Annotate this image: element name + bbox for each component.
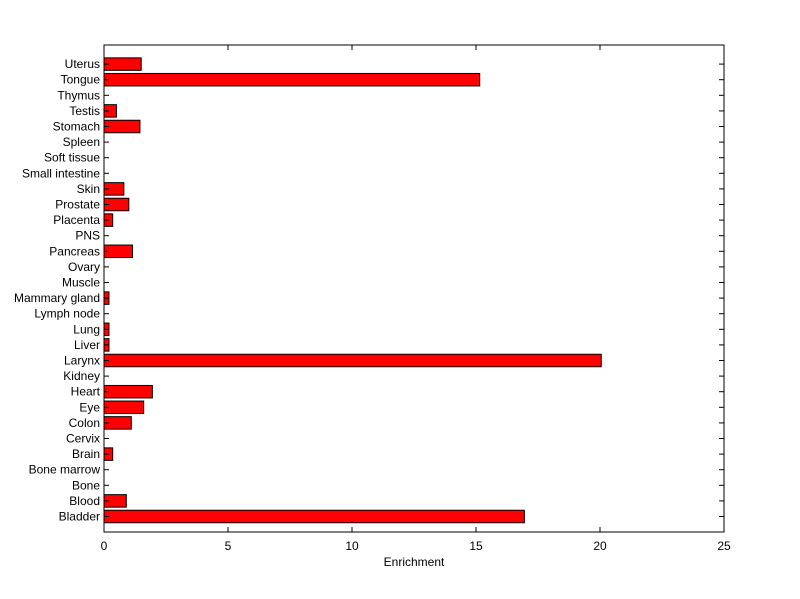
y-tick-label-larynx: Larynx <box>64 354 100 368</box>
y-tick-label-bone-marrow: Bone marrow <box>29 463 101 477</box>
bar-eye <box>103 400 145 415</box>
y-tick-label-uterus: Uterus <box>65 57 100 71</box>
x-tick-label-25: 25 <box>717 539 731 553</box>
y-tick-label-kidney: Kidney <box>63 369 100 383</box>
x-tick-label-0: 0 <box>101 539 108 553</box>
y-tick-label-ovary: Ovary <box>68 260 100 274</box>
y-tick-label-pns: PNS <box>75 229 100 243</box>
y-tick-label-bone: Bone <box>72 478 100 492</box>
ticks-layer <box>103 45 725 532</box>
x-tick-label-5: 5 <box>225 539 232 553</box>
x-tick-label-15: 15 <box>469 539 483 553</box>
y-tick-label-spleen: Spleen <box>63 135 100 149</box>
y-tick-label-testis: Testis <box>69 104 100 118</box>
bars-layer <box>103 57 602 524</box>
y-tick-label-prostate: Prostate <box>55 198 100 212</box>
bar-tongue <box>103 72 481 87</box>
bar-uterus <box>103 57 142 71</box>
y-tick-label-stomach: Stomach <box>53 120 100 134</box>
y-tick-label-lung: Lung <box>73 322 100 336</box>
y-tick-label-lymph-node: Lymph node <box>34 307 100 321</box>
y-tick-label-pancreas: Pancreas <box>49 244 100 258</box>
bar-bladder <box>103 509 525 524</box>
x-tick-label-10: 10 <box>345 539 359 553</box>
y-tick-label-tongue: Tongue <box>61 73 101 87</box>
y-tick-label-soft-tissue: Soft tissue <box>44 151 100 165</box>
y-tick-label-colon: Colon <box>69 416 100 430</box>
x-axis-title: Enrichment <box>384 555 445 569</box>
bar-larynx <box>103 353 602 368</box>
y-tick-label-heart: Heart <box>71 385 101 399</box>
y-tick-label-liver: Liver <box>74 338 100 352</box>
y-tick-label-skin: Skin <box>77 182 100 196</box>
y-tick-label-muscle: Muscle <box>62 276 100 290</box>
bar-stomach <box>103 119 141 134</box>
x-tick-label-20: 20 <box>593 539 607 553</box>
y-tick-label-cervix: Cervix <box>66 432 100 446</box>
plot-frame <box>103 44 725 533</box>
y-tick-label-bladder: Bladder <box>59 510 100 524</box>
y-tick-label-mammary-gland: Mammary gland <box>14 291 100 305</box>
y-tick-label-thymus: Thymus <box>57 88 100 102</box>
y-tick-label-placenta: Placenta <box>53 213 100 227</box>
y-tick-label-eye: Eye <box>79 400 100 414</box>
y-tick-label-blood: Blood <box>69 494 100 508</box>
bar-heart <box>103 384 153 399</box>
y-tick-label-small-intestine: Small intestine <box>22 166 100 180</box>
y-tick-label-brain: Brain <box>72 447 100 461</box>
